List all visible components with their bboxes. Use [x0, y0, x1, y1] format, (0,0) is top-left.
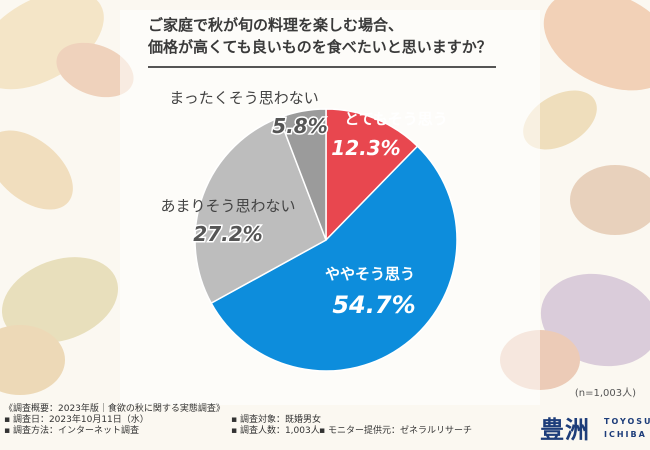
slice-value-1: 54.7% [332, 291, 415, 319]
slice-label-2: あまりそう思わない [160, 197, 295, 215]
survey-date: ▪ 調査日：2023年10月11日（水） [4, 415, 149, 425]
logo-en-top: TOYOSU [604, 417, 650, 426]
survey-count: ▪ 調査人数：1,003人 [231, 426, 320, 436]
slice-value-0: 12.3% [331, 136, 400, 160]
slice-value-2: 27.2% [193, 222, 262, 246]
survey-provider: ▪ モニター提供元：ゼネラルリサーチ [319, 426, 472, 436]
slice-label-0: とてもそう思う [344, 110, 448, 128]
survey-summary-title: 《調査概要：2023年版｜食欲の秋に関する実態調査》 [4, 404, 225, 414]
question-line-2: 価格が高くても良いものを食べたいと思いますか？ [148, 38, 492, 56]
slice-label-1: ややそう思う [325, 265, 415, 283]
title-divider [148, 66, 496, 68]
pie-slice-3 [278, 108, 327, 241]
pie-slice-2 [194, 116, 327, 305]
sample-size-note: (n=1,003人) [574, 388, 636, 399]
pie-slice-1 [210, 145, 458, 372]
logo-en-bottom: ICHIBA [604, 430, 647, 439]
question-line-1: ご家庭で秋が旬の料理を楽しむ場合、 [148, 16, 404, 34]
logo-kanji: 豊洲 [540, 415, 590, 444]
pie-slice-0 [325, 108, 419, 242]
question-title: ご家庭で秋が旬の料理を楽しむ場合、 価格が高くても良いものを食べたいと思いますか… [148, 14, 508, 58]
survey-target: ▪ 調査対象：既婚男女 [231, 415, 321, 425]
slice-label-3: まったくそう思わない [169, 89, 318, 107]
slice-value-3: 5.8% [272, 114, 327, 138]
toyosu-ichiba-logo: 豊洲 TOYOSU ICHIBA [540, 406, 650, 450]
survey-method: ▪ 調査方法：インターネット調査 [4, 426, 139, 436]
